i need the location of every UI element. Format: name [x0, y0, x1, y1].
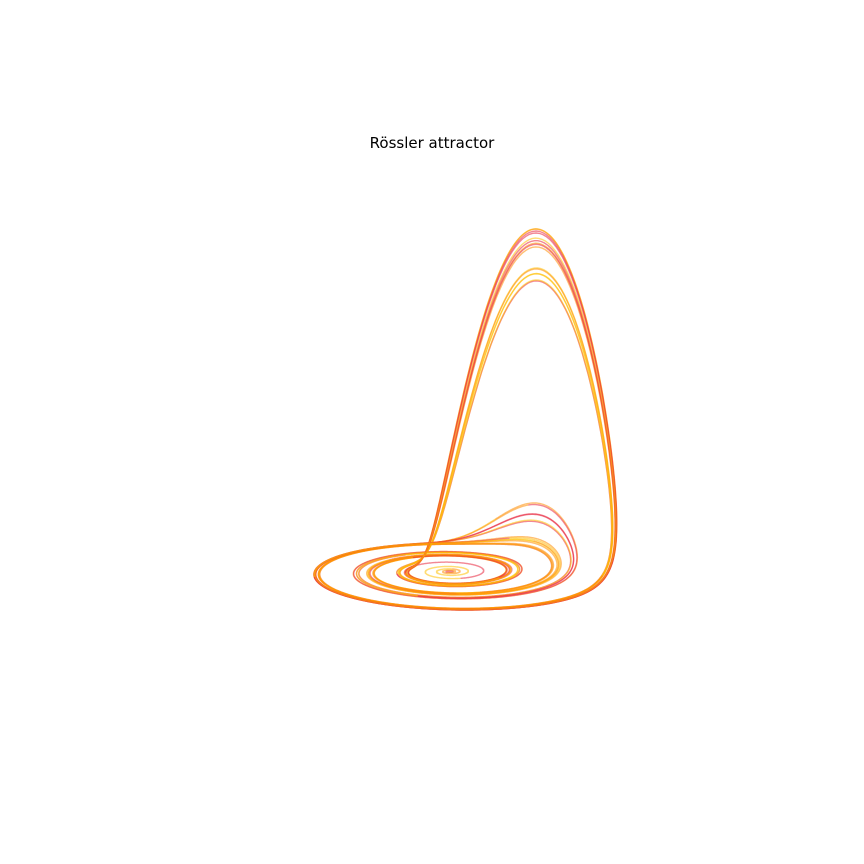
trajectory-segment — [319, 279, 613, 610]
trajectory-segment — [442, 568, 461, 575]
trajectory-segment — [318, 272, 614, 610]
trajectory-segment — [318, 543, 603, 610]
trajectory-segment — [319, 280, 613, 609]
chart-title: Rössler attractor — [369, 134, 495, 152]
trajectory-segment — [317, 268, 614, 610]
trajectory-segment — [322, 242, 617, 611]
trajectory-segment — [424, 565, 469, 580]
trajectory-segment — [314, 237, 617, 611]
trajectory-segment — [355, 273, 613, 597]
